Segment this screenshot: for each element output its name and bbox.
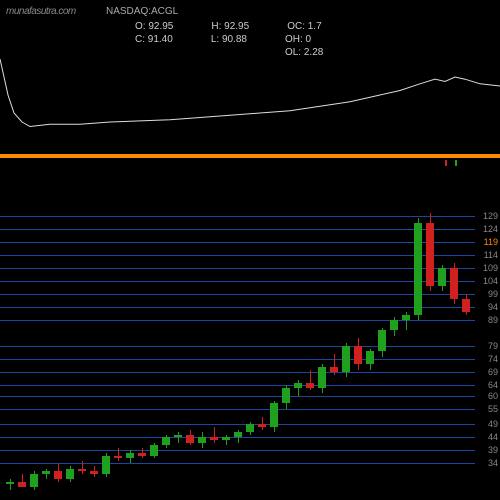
candle-body <box>78 469 86 472</box>
grid-label: 49 <box>488 419 498 429</box>
candle-body <box>150 445 158 455</box>
grid-line <box>0 307 475 308</box>
grid-label: 60 <box>488 391 498 401</box>
grid-label: 44 <box>488 432 498 442</box>
candle-body <box>174 435 182 438</box>
candle-body <box>462 299 470 312</box>
candle-body <box>234 432 242 437</box>
grid-line <box>0 242 475 243</box>
candle-body <box>354 346 362 364</box>
grid-line <box>0 268 475 269</box>
ohlc-low: L: 90.88 <box>211 33 247 46</box>
grid-line <box>0 346 475 347</box>
candle-body <box>330 367 338 372</box>
candle-body <box>366 351 374 364</box>
candle-body <box>162 437 170 445</box>
candle-body <box>222 437 230 440</box>
candle-body <box>318 367 326 388</box>
grid-label: 74 <box>488 354 498 364</box>
candle-body <box>390 320 398 330</box>
candle-body <box>66 469 74 479</box>
candle-wick <box>262 417 263 430</box>
candle-wick <box>226 435 227 445</box>
candle-body <box>198 437 206 442</box>
candle-body <box>438 268 446 286</box>
grid-line <box>0 281 475 282</box>
candle-wick <box>10 479 11 489</box>
grid-line <box>0 294 475 295</box>
candle-body <box>90 471 98 474</box>
candle-body <box>270 403 278 426</box>
grid-label: 55 <box>488 404 498 414</box>
grid-line <box>0 320 475 321</box>
grid-line <box>0 409 475 410</box>
candle-wick <box>118 448 119 461</box>
exchange-ticker: NASDAQ:ACGL <box>106 6 178 17</box>
candle-body <box>426 223 434 286</box>
grid-label: 34 <box>488 458 498 468</box>
candle-body <box>414 223 422 314</box>
grid-label: 94 <box>488 302 498 312</box>
ohlc-close: C: 91.40 <box>135 33 173 46</box>
grid-line <box>0 372 475 373</box>
candle-body <box>294 383 302 388</box>
grid-line <box>0 424 475 425</box>
candle-wick <box>46 469 47 479</box>
candle-body <box>402 315 410 320</box>
grid-line <box>0 396 475 397</box>
candlestick-chart: 129 124 119 114 109 104 99 94 89 79 74 69 6460 55 49 44… <box>0 200 500 500</box>
candle-body <box>6 482 14 485</box>
ohlc-oh: OH: 0 <box>285 33 311 46</box>
candle-body <box>126 453 134 458</box>
volume-tick <box>455 160 457 166</box>
ohlc-oc: OC: 1.7 <box>287 20 321 33</box>
candle-body <box>54 471 62 479</box>
candle-body <box>186 435 194 443</box>
candle-body <box>102 456 110 474</box>
candle-body <box>282 388 290 404</box>
ohlc-open: O: 92.95 <box>135 20 173 33</box>
volume-tick <box>445 160 447 166</box>
grid-line <box>0 359 475 360</box>
grid-label: 129 <box>483 211 498 221</box>
candle-body <box>258 424 266 427</box>
candle-body <box>450 268 458 299</box>
grid-label: 69 <box>488 367 498 377</box>
grid-label: 39 <box>488 445 498 455</box>
candle-body <box>42 471 50 474</box>
grid-label: 109 <box>483 263 498 273</box>
candle-body <box>306 383 314 388</box>
grid-line <box>0 385 475 386</box>
candle-wick <box>178 432 179 442</box>
candle-body <box>138 453 146 456</box>
panel-divider <box>0 154 500 158</box>
grid-label: 119 <box>484 237 498 247</box>
candle-body <box>18 482 26 487</box>
grid-line <box>0 229 475 230</box>
grid-line <box>0 450 475 451</box>
grid-label: 79 <box>488 341 498 351</box>
candle-wick <box>214 427 215 443</box>
line-chart <box>0 50 500 140</box>
grid-label: 64 <box>488 380 498 390</box>
candle-body <box>210 437 218 440</box>
candle-body <box>30 474 38 487</box>
candle-body <box>342 346 350 372</box>
grid-line <box>0 463 475 464</box>
candle-body <box>246 424 254 432</box>
grid-label: 99 <box>488 289 498 299</box>
grid-label: 104 <box>483 276 498 286</box>
grid-label: 89 <box>488 315 498 325</box>
candle-body <box>114 456 122 459</box>
grid-label: 124 <box>483 224 498 234</box>
watermark: munafasutra.com <box>6 6 76 17</box>
ohlc-high: H: 92.95 <box>211 20 249 33</box>
grid-line <box>0 255 475 256</box>
grid-label: 114 <box>484 250 498 260</box>
candle-body <box>378 330 386 351</box>
grid-line <box>0 216 475 217</box>
candle-wick <box>82 461 83 474</box>
